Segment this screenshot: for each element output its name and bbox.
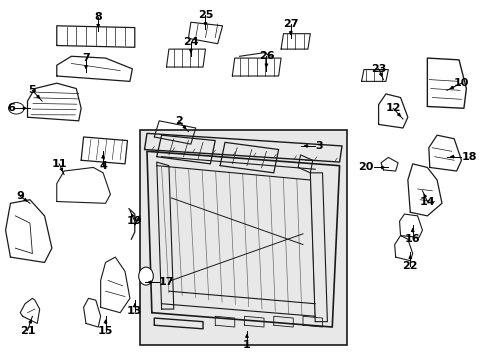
Text: 3: 3 xyxy=(315,141,322,151)
Text: 9: 9 xyxy=(16,191,24,201)
Text: 2: 2 xyxy=(174,116,182,126)
Text: 12: 12 xyxy=(385,103,400,113)
Text: 19: 19 xyxy=(127,216,142,226)
Text: 16: 16 xyxy=(404,234,420,244)
Text: 26: 26 xyxy=(258,51,274,61)
Text: 6: 6 xyxy=(7,103,15,113)
Text: 18: 18 xyxy=(461,152,476,162)
Text: 14: 14 xyxy=(419,197,434,207)
Text: 22: 22 xyxy=(402,261,417,271)
Text: 5: 5 xyxy=(28,85,36,95)
Circle shape xyxy=(8,103,24,114)
Text: 23: 23 xyxy=(370,64,386,74)
Text: 13: 13 xyxy=(127,306,142,316)
Text: 7: 7 xyxy=(82,53,90,63)
Text: 15: 15 xyxy=(98,325,113,336)
Bar xyxy=(140,130,346,345)
Text: 8: 8 xyxy=(94,12,102,22)
Text: 17: 17 xyxy=(159,277,174,287)
Text: 20: 20 xyxy=(358,162,373,172)
Text: 24: 24 xyxy=(183,37,198,47)
Text: 25: 25 xyxy=(198,10,213,20)
Text: 1: 1 xyxy=(243,340,250,350)
Text: 10: 10 xyxy=(453,78,468,88)
Text: 21: 21 xyxy=(20,325,35,336)
Text: 4: 4 xyxy=(99,161,107,171)
Ellipse shape xyxy=(139,267,153,285)
Text: 27: 27 xyxy=(283,19,298,29)
Text: 11: 11 xyxy=(51,159,67,169)
